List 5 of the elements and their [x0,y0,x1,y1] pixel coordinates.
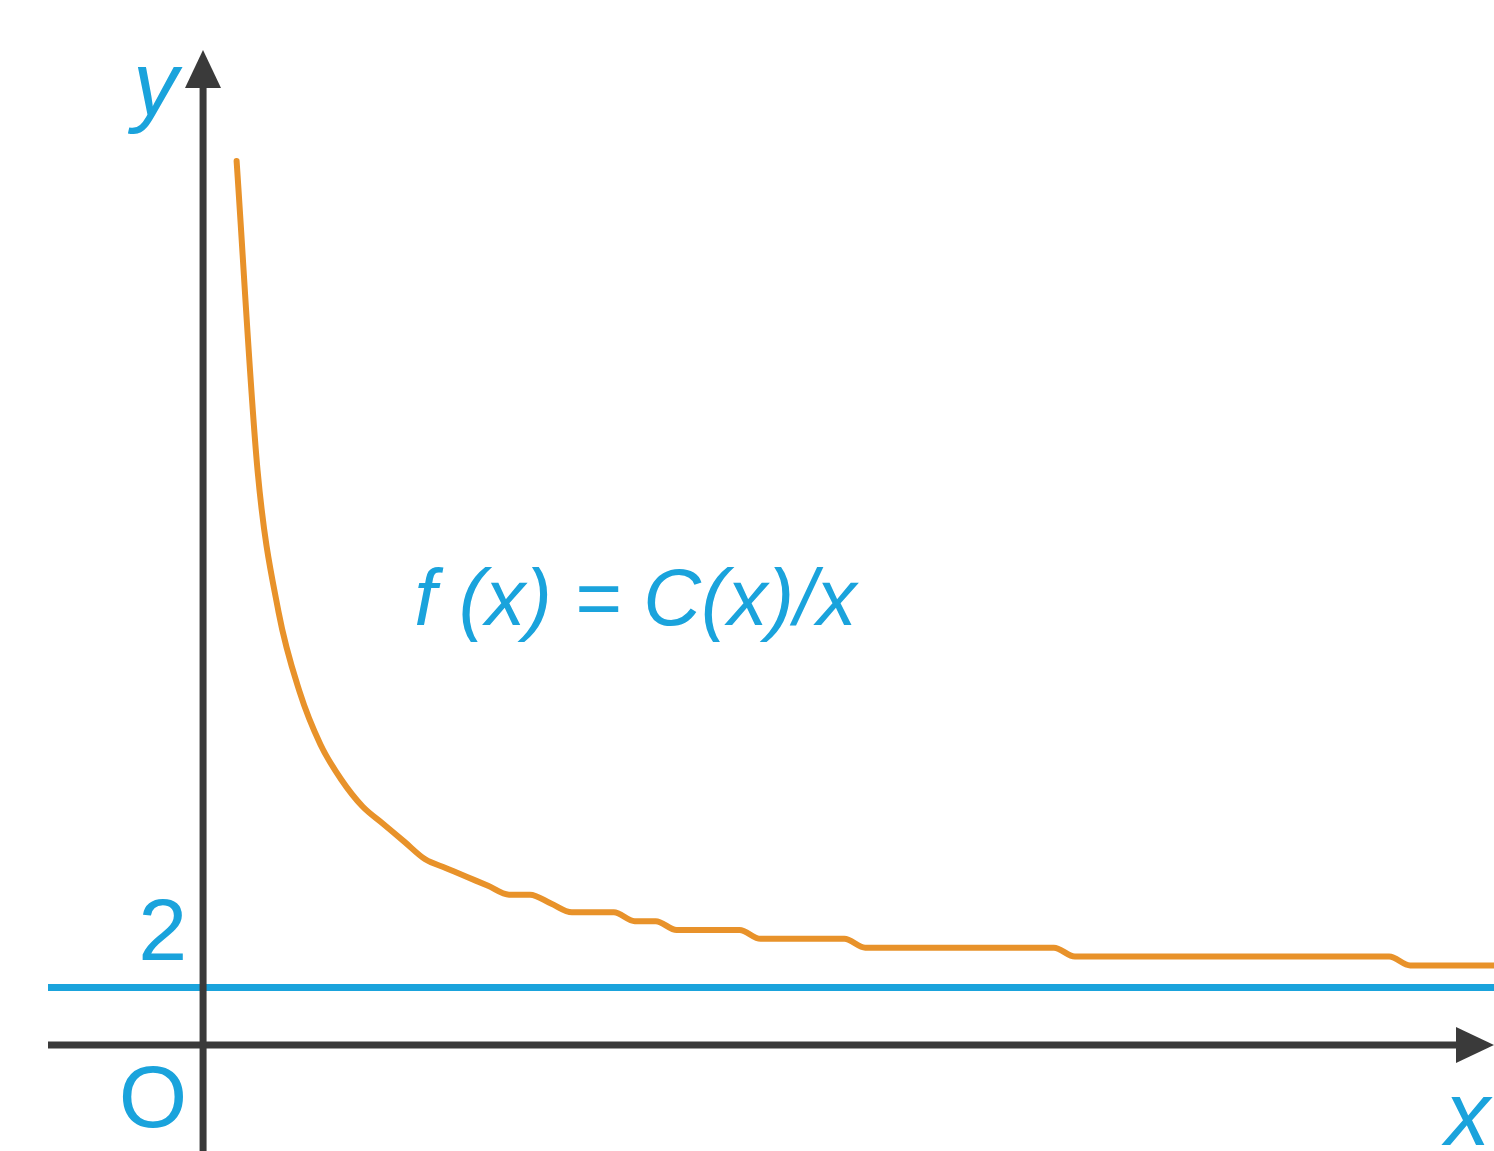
text: O [118,1047,188,1147]
y-axis-title: y [127,34,184,135]
annotation: 2 [138,879,188,979]
x-axis-title: x [1441,1063,1493,1151]
annotation: f (x) = C(x)/x [414,553,860,643]
